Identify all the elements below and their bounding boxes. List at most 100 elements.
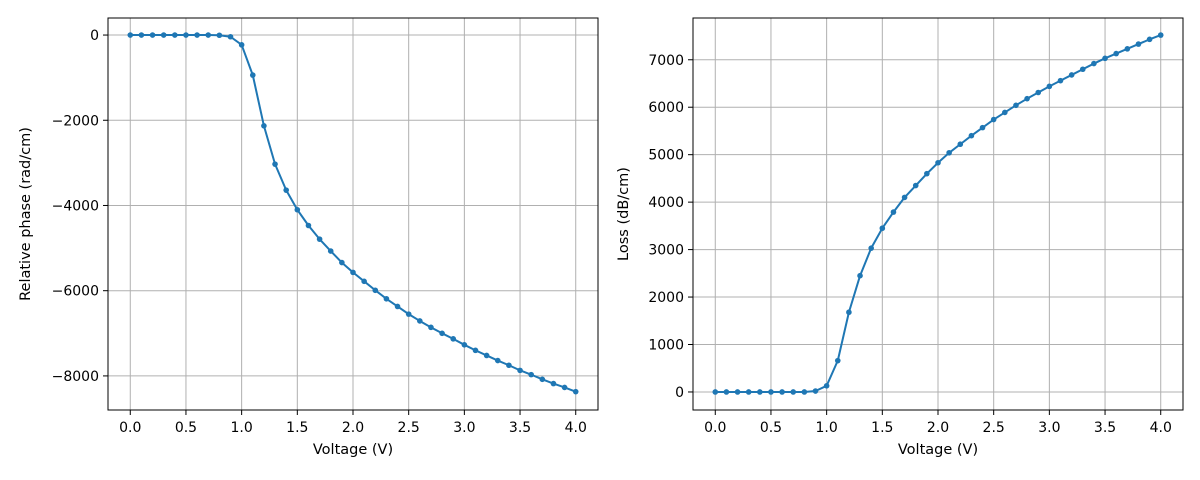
y-tick-label: 0 [90,28,99,44]
plot-frame [692,17,1184,411]
data-point [283,187,289,193]
data-point [461,342,468,348]
data-point [912,182,919,189]
x-tick-label: 2.0 [927,420,949,436]
x-tick-label: 2.5 [983,420,1005,436]
x-axis-label: Voltage (V) [313,442,393,458]
y-tick-label: 3000 [648,243,684,259]
y-axis: 0 −2000 −4000 −6000 −8000 [52,28,108,385]
data-point [823,382,830,389]
data-point [901,194,908,201]
y-axis: 0 1000 2000 3000 4000 5000 6000 7000 [648,53,693,401]
y-tick-label: −2000 [52,113,99,129]
data-point [149,32,156,38]
x-axis: 0.0 0.5 1.0 1.5 2.0 2.5 3.0 3.5 4.0 [119,410,587,436]
data-point [372,287,379,294]
data-point [1013,102,1019,109]
data-point [1068,72,1075,78]
plot-frame [107,17,599,411]
data-point [160,32,167,38]
data-point [924,170,930,177]
data-point [361,278,367,285]
data-point [528,371,534,378]
data-point [227,33,234,40]
data-point [935,159,941,166]
data-point [1057,77,1064,84]
data-point [138,32,145,38]
x-tick-label: 0.0 [704,420,726,436]
x-tick-label: 2.5 [398,420,420,436]
x-tick-label: 2.0 [342,420,364,436]
data-point [183,32,189,38]
data-point [294,206,301,213]
data-point [1146,36,1153,43]
data-point [1157,32,1164,38]
data-point [1102,55,1108,62]
data-point [857,272,863,279]
data-point [990,116,997,123]
y-tick-label: 1000 [648,338,684,354]
data-point [1002,109,1008,116]
data-point [339,259,345,266]
data-point [1079,66,1086,73]
x-tick-label: 1.0 [231,420,253,436]
data-point [790,389,797,395]
y-tick-label: 0 [675,385,684,401]
data-point [316,236,323,242]
y-tick-label: −6000 [52,284,99,300]
data-point [506,362,512,369]
data-point [272,161,278,167]
data-point [350,269,356,276]
y-tick-label: 7000 [648,53,684,69]
x-axis-label: Voltage (V) [898,442,978,458]
data-point [734,389,741,395]
data-point [890,209,897,215]
series-markers [127,32,579,395]
y-tick-label: 2000 [648,290,684,306]
data-point [946,149,952,156]
data-point [779,389,785,395]
data-point [561,384,568,391]
data-point [238,42,245,48]
x-tick-label: 3.5 [1094,420,1116,436]
loss-plot: 0.0 0.5 1.0 1.5 2.0 2.5 3.0 3.5 4.0 0 1000 2000 3000… [616,17,1184,458]
data-point [417,318,423,324]
data-point [1024,95,1030,102]
x-tick-label: 3.0 [1038,420,1060,436]
data-point [846,309,852,316]
x-tick-label: 0.5 [760,420,782,436]
data-point [979,124,986,131]
data-point [216,32,223,39]
data-point [879,225,886,232]
data-point [1046,83,1053,90]
phase-plot: 0.0 0.5 1.0 1.5 2.0 2.5 3.0 3.5 4.0 0 −2000 −4000 −6… [18,17,599,458]
x-tick-label: 1.0 [816,420,838,436]
y-tick-label: −8000 [52,369,99,385]
grid [108,18,598,410]
data-point [1035,89,1042,96]
data-point [572,388,579,395]
series-markers [712,32,1164,395]
data-point [723,389,730,395]
x-tick-label: 4.0 [1150,420,1172,436]
y-tick-label: −4000 [52,198,99,214]
data-point [1091,60,1097,67]
data-point [757,389,763,395]
data-point [1113,50,1119,57]
data-point [439,330,445,337]
data-point [127,32,134,38]
x-tick-label: 0.5 [175,420,197,436]
data-point [483,352,490,359]
data-point [539,376,546,383]
data-point [957,141,964,148]
data-point [405,311,412,317]
data-point [172,32,178,38]
data-point [801,389,808,395]
data-point [305,222,312,229]
x-tick-label: 0.0 [119,420,141,436]
y-axis-label: Loss (dB/cm) [616,167,632,261]
data-point [428,324,434,331]
y-tick-label: 6000 [648,100,684,116]
